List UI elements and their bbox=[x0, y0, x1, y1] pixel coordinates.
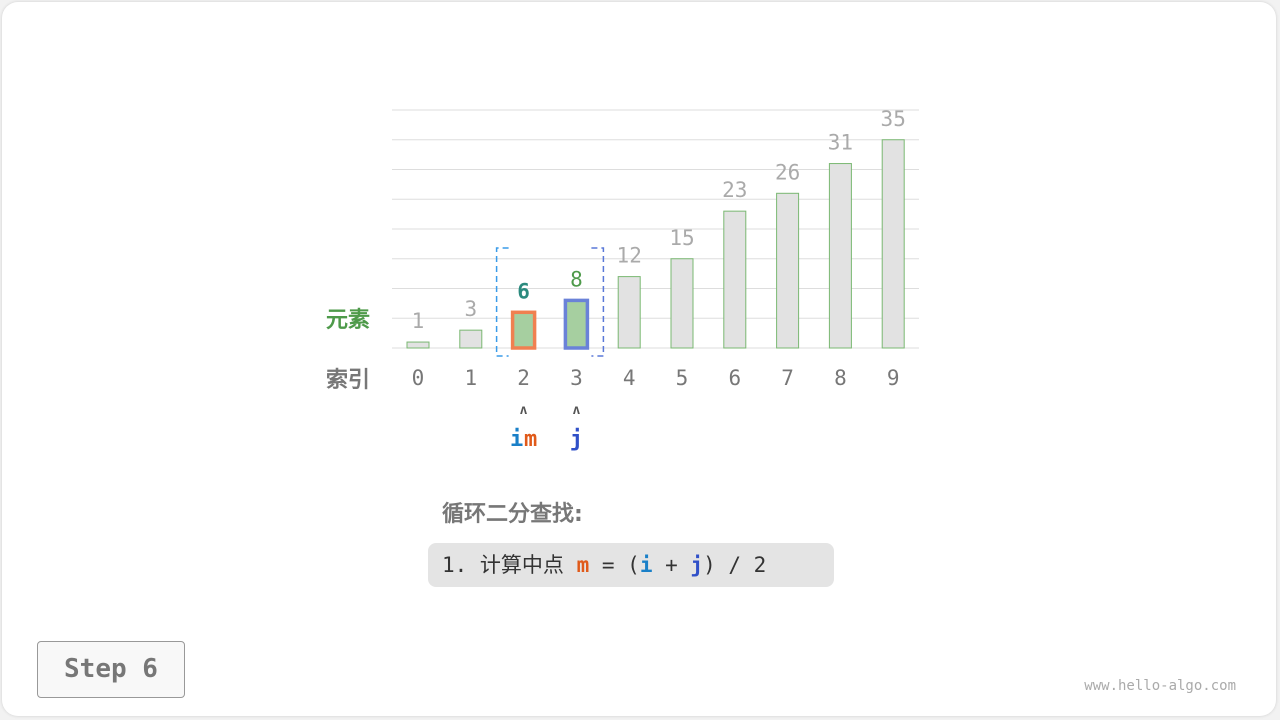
formula-i: i bbox=[639, 553, 653, 577]
value-label: 1 bbox=[412, 309, 425, 333]
range-bracket-left bbox=[495, 247, 509, 357]
index-label: 7 bbox=[781, 366, 794, 390]
bar bbox=[459, 329, 483, 349]
bar bbox=[723, 210, 747, 349]
index-label: 9 bbox=[887, 366, 900, 390]
pointer-arrow-icon: ʌ bbox=[572, 403, 580, 418]
bar bbox=[406, 341, 430, 349]
pointer-j: j bbox=[570, 427, 583, 452]
pointer-m: m bbox=[524, 427, 537, 452]
bar bbox=[776, 192, 800, 349]
value-label: 3 bbox=[464, 297, 477, 321]
bar bbox=[617, 276, 641, 349]
index-label: 5 bbox=[676, 366, 689, 390]
bar bbox=[510, 310, 537, 350]
value-label: 6 bbox=[517, 279, 530, 303]
step-button[interactable]: Step 6 bbox=[37, 641, 185, 698]
formula-m: m bbox=[576, 553, 590, 577]
value-label: 35 bbox=[881, 107, 906, 131]
formula-eq: = ( bbox=[589, 553, 640, 577]
values-row-label: 元素 bbox=[326, 308, 371, 333]
value-label: 31 bbox=[828, 131, 853, 155]
range-bracket-right bbox=[591, 247, 605, 357]
pointer-i: i bbox=[510, 427, 523, 452]
bar bbox=[563, 298, 590, 350]
value-label: 12 bbox=[617, 244, 642, 268]
algorithm-title: 循环二分查找: bbox=[442, 502, 583, 527]
formula-box: 1. 计算中点 m = (i + j) / 2 bbox=[428, 543, 834, 587]
bar bbox=[670, 258, 694, 349]
value-label: 15 bbox=[669, 226, 694, 250]
bar bbox=[881, 139, 905, 349]
index-label: 6 bbox=[728, 366, 741, 390]
watermark: www.hello-algo.com bbox=[1084, 678, 1236, 694]
value-label: 26 bbox=[775, 160, 800, 184]
formula-text: 1. 计算中点 bbox=[442, 553, 577, 577]
pointer-arrow-icon: ʌ bbox=[520, 403, 528, 418]
value-label: 8 bbox=[570, 267, 583, 291]
index-label: 8 bbox=[834, 366, 847, 390]
bar bbox=[828, 163, 852, 349]
index-label: 4 bbox=[623, 366, 636, 390]
index-row-label: 索引 bbox=[326, 368, 371, 393]
formula-j: j bbox=[690, 553, 704, 577]
formula-suffix: ) / 2 bbox=[703, 553, 767, 577]
index-label: 1 bbox=[464, 366, 477, 390]
value-label: 23 bbox=[722, 178, 747, 202]
index-label: 2 bbox=[517, 366, 530, 390]
formula-plus: + bbox=[652, 553, 691, 577]
index-label: 3 bbox=[570, 366, 583, 390]
index-label: 0 bbox=[412, 366, 425, 390]
